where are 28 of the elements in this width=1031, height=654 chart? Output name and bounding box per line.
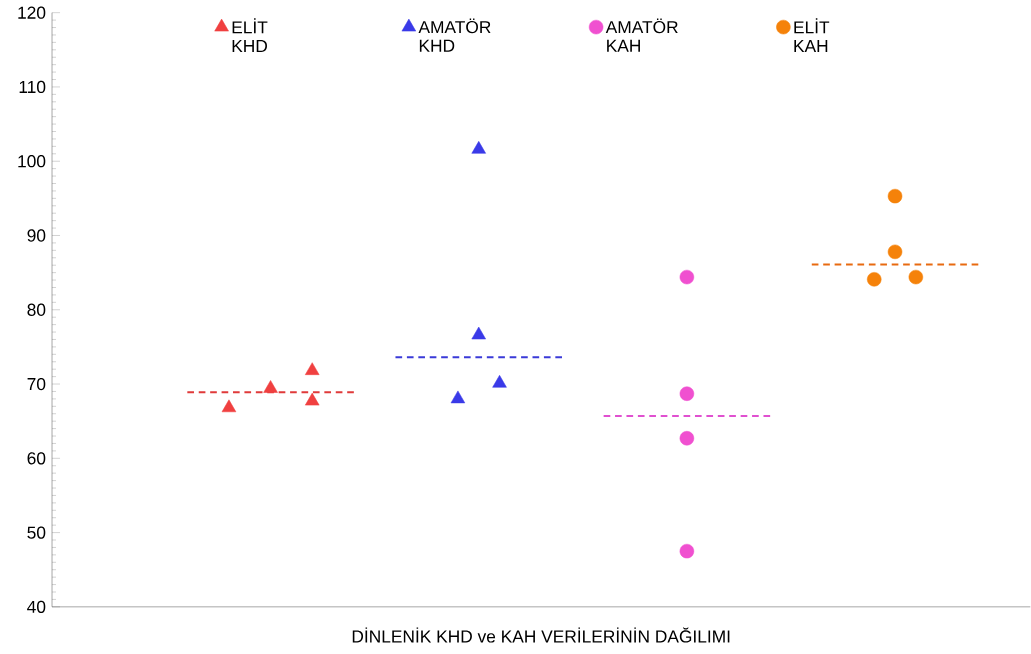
y-tick-label: 60: [27, 452, 46, 465]
legend-label: ELİT KHD: [232, 18, 268, 52]
point: [492, 374, 507, 388]
y-tick-label: 70: [27, 377, 46, 391]
point: [471, 326, 486, 340]
point: [305, 362, 320, 375]
x-axis-title: DİNLENİK KHD ve KAH VERİLERİNİN DAĞILIMI: [352, 627, 730, 643]
point: [908, 269, 924, 285]
y-tick-label: 100: [18, 154, 46, 168]
legend-label: ELİT KAH: [794, 18, 830, 52]
point: [679, 269, 695, 285]
point: [679, 386, 695, 401]
y-tick-label: 40: [27, 600, 46, 613]
legend-label: AMATÖR KAH: [605, 18, 678, 52]
point: [887, 188, 903, 204]
point: [221, 399, 237, 412]
point: [305, 392, 320, 406]
point: [263, 380, 278, 393]
y-tick-label: 90: [27, 229, 46, 242]
y-tick-label: 120: [18, 6, 46, 19]
point: [887, 244, 903, 259]
point: [867, 272, 882, 287]
y-tick-label: 50: [27, 526, 46, 539]
point: [679, 430, 695, 446]
point: [450, 390, 466, 404]
y-tick-label: 80: [27, 303, 46, 316]
y-tick-label: 110: [19, 80, 46, 93]
legend-label: AMATÖR KHD: [418, 18, 491, 52]
